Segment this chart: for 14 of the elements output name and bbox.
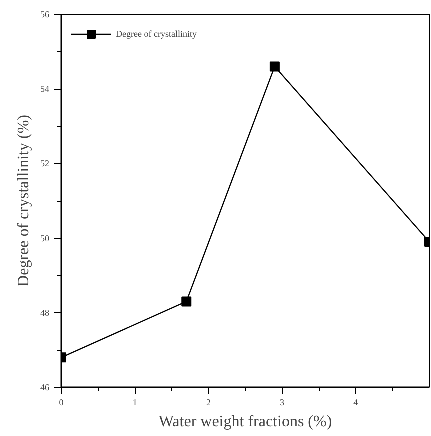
- y-tick-label: 54: [40, 84, 50, 94]
- y-tick-label: 56: [40, 10, 50, 20]
- x-tick-label: 1: [132, 398, 138, 408]
- legend-label: Degree of crystallinity: [116, 29, 197, 39]
- y-tick-label: 50: [40, 233, 50, 244]
- y-tick-label: 48: [40, 308, 50, 318]
- x-tick-label: 3: [280, 398, 286, 408]
- x-tick-label: 0: [59, 398, 64, 408]
- x-tick-label: 4: [354, 398, 359, 408]
- y-axis-title: Degree of crystallinity (%): [16, 115, 32, 287]
- x-tick-label: 2: [206, 398, 211, 408]
- y-tick-label: 52: [40, 158, 50, 169]
- x-axis-title: Water weight fractions (%): [158, 414, 332, 430]
- y-tick-label: 46: [40, 382, 50, 392]
